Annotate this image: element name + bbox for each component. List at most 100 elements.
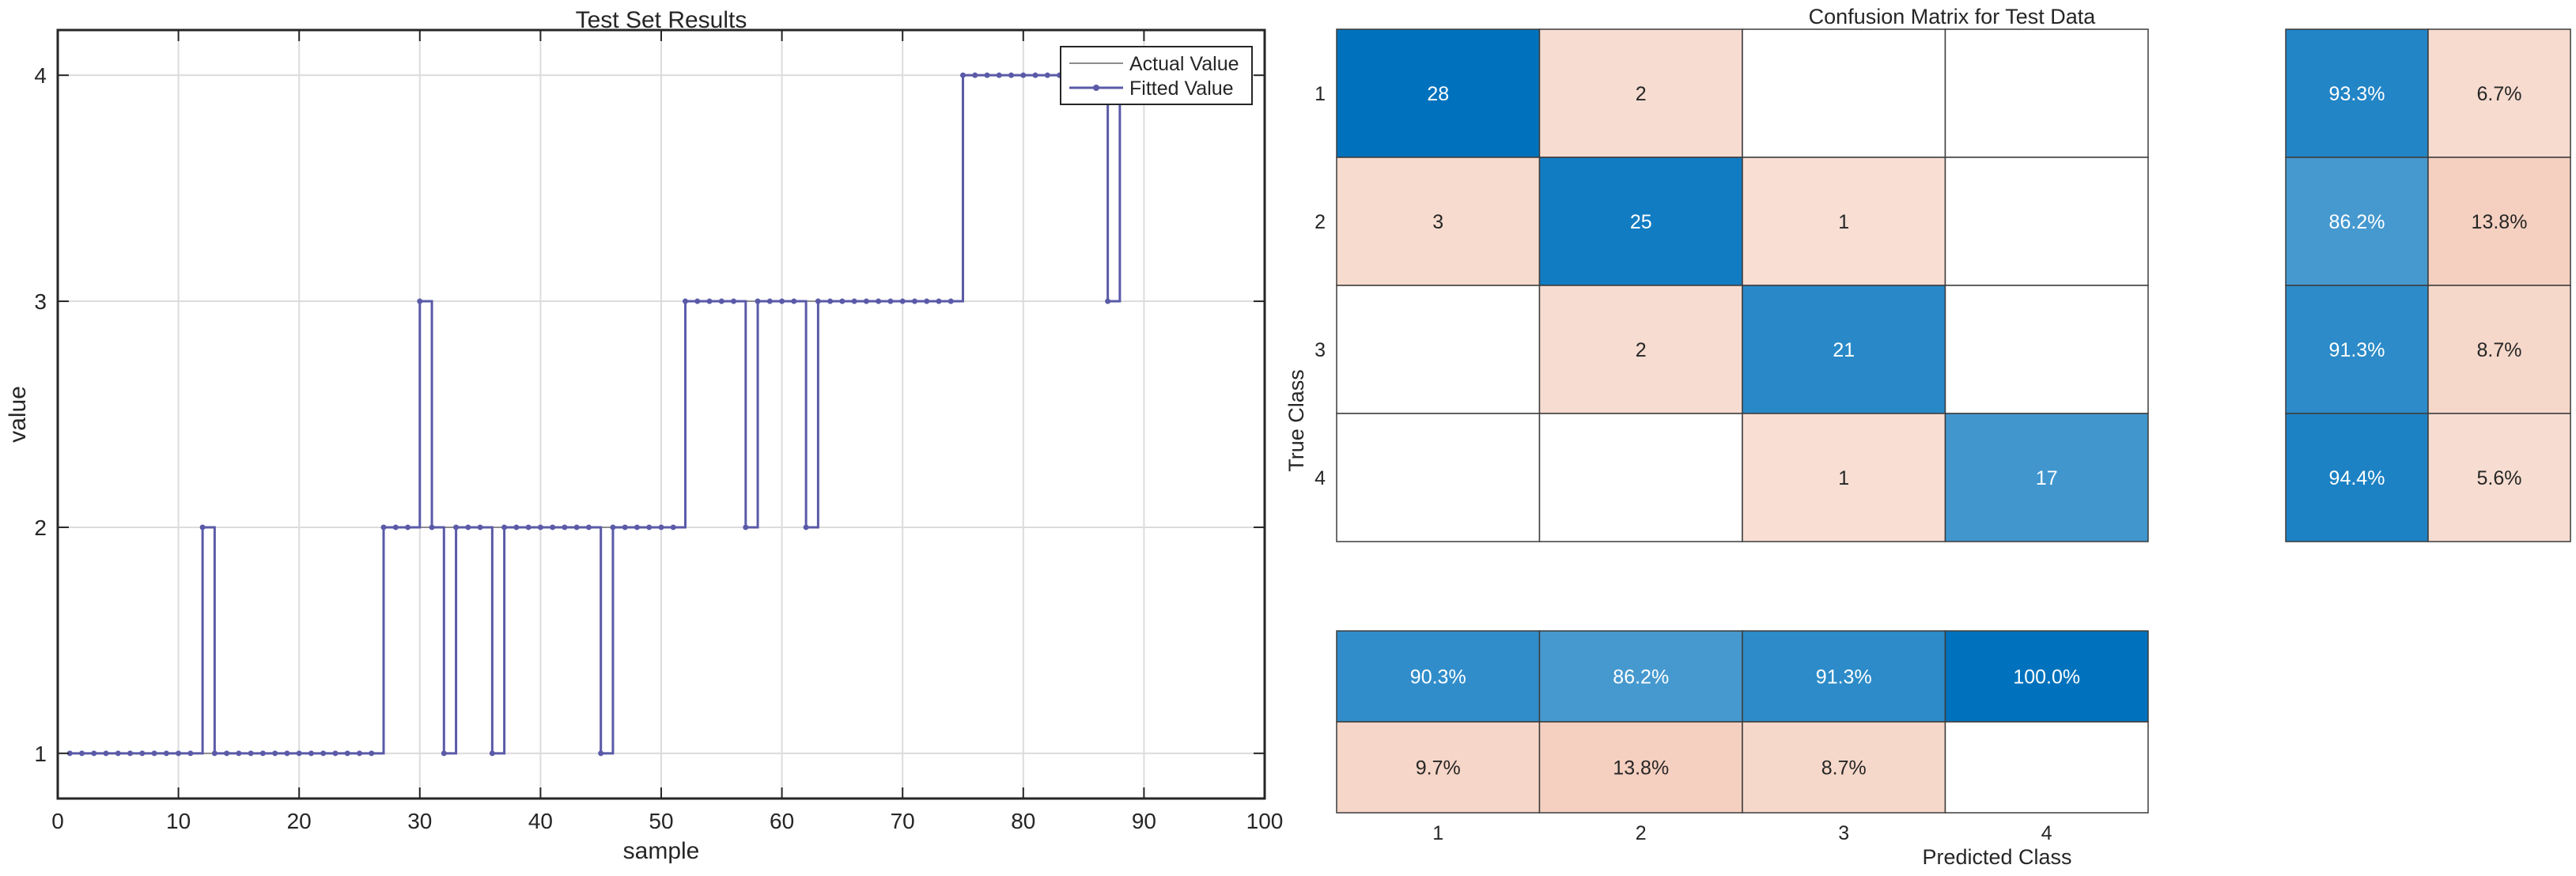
matrix-cell-value: 2 [1636, 83, 1647, 105]
matrix-cell [1742, 28, 1946, 158]
matrix-cell-value: 17 [2036, 467, 2058, 489]
fitted-value-point [357, 750, 362, 757]
line-chart-ticks: 0 10 20 30 40 50 60 70 80 90 100 1 2 3 4 [34, 30, 1283, 833]
confusion-matrix-ticks: 1 1 2 2 3 3 4 4 [1314, 83, 2052, 844]
column-summary-cell [1336, 630, 1541, 723]
fitted-value-point [936, 298, 942, 304]
column-summary-cell [1538, 721, 1743, 814]
matrix-cell [1538, 157, 1743, 286]
fitted-value-point [272, 750, 278, 757]
fitted-value-point [851, 298, 857, 304]
actual-value-line [70, 74, 1168, 754]
column-summary-value: 91.3% [1816, 666, 1872, 689]
fitted-value-point [658, 524, 664, 531]
fitted-value-point [670, 524, 676, 531]
line-chart-xlabel: sample [623, 838, 700, 864]
true-class-tick-label: 2 [1314, 211, 1326, 233]
x-tick-label: 20 [287, 809, 312, 833]
x-tick-label: 10 [166, 809, 191, 833]
fitted-value-point [899, 298, 906, 304]
fitted-value-point [887, 298, 894, 304]
matrix-cell-value: 1 [1838, 211, 1849, 233]
x-tick-label: 60 [770, 809, 794, 833]
y-tick-label: 2 [34, 515, 47, 540]
fitted-value-point [743, 524, 749, 531]
fitted-value-point [573, 524, 580, 531]
fitted-value-point [308, 750, 314, 757]
column-summary: 90.3% 86.2% 91.3% 100.0% 9.7% 13.8% 8.7% [1336, 630, 2149, 814]
predicted-class-tick-label: 1 [1432, 822, 1443, 844]
fitted-value-point [924, 298, 930, 304]
row-summary-cell [2285, 285, 2429, 414]
row-summary-value: 86.2% [2329, 211, 2385, 233]
row-summary-value: 91.3% [2329, 339, 2385, 361]
predicted-class-tick-label: 4 [2041, 822, 2052, 844]
fitted-value-point [296, 750, 302, 757]
row-summary-value: 93.3% [2329, 83, 2385, 105]
fitted-value-point [417, 298, 423, 304]
fitted-value-point [380, 524, 387, 531]
matrix-cell [1742, 157, 1946, 286]
fitted-value-point [103, 750, 109, 757]
row-summary-cell [2427, 413, 2571, 542]
matrix-cell-value: 28 [1427, 83, 1449, 105]
confusion-matrix: Confusion Matrix for Test Data 28 23 25 12 2… [1284, 5, 2571, 869]
line-chart: Test Set Results 0 10 20 30 40 50 60 70 80 90 1001… [5, 7, 1283, 864]
fitted-value-point [477, 524, 483, 531]
fitted-value-point [1020, 72, 1027, 78]
matrix-cell [1538, 285, 1743, 414]
fitted-value-point [755, 298, 761, 304]
fitted-value-point [718, 298, 724, 304]
predicted-class-tick-label: 3 [1838, 822, 1849, 844]
fitted-value-point [176, 750, 182, 757]
fitted-value-point [453, 524, 460, 531]
fitted-value-point [1044, 72, 1050, 78]
fitted-value-line [70, 74, 1168, 755]
fitted-value-point [839, 298, 845, 304]
matrix-cell [1944, 413, 2149, 542]
matrix-cell [1336, 157, 1541, 286]
fitted-value-point [79, 750, 85, 757]
confusion-matrix-cells: 28 2 3 25 1 2 21 1 17 [1336, 28, 2149, 542]
fitted-value-point [779, 298, 785, 304]
column-summary-value: 9.7% [1416, 757, 1461, 780]
line-chart-ylabel: value [5, 386, 31, 443]
fitted-value-point [984, 72, 990, 78]
column-summary-cell [1742, 630, 1946, 723]
fitted-value-point [731, 298, 737, 304]
x-tick-label: 90 [1132, 809, 1156, 833]
column-summary-cell [1944, 721, 2149, 814]
fitted-value-point [465, 524, 471, 531]
fitted-value-point [791, 298, 797, 304]
row-summary-value: 13.8% [2472, 211, 2528, 233]
matrix-cell [1944, 285, 2149, 414]
fitted-value-point [369, 750, 375, 757]
fitted-value-point [392, 524, 399, 531]
fitted-value-point [634, 524, 640, 531]
matrix-cell [1944, 28, 2149, 158]
x-tick-label: 30 [407, 809, 432, 833]
fitted-value-point [622, 524, 628, 531]
fitted-value-point [248, 750, 254, 757]
fitted-value-point [1032, 72, 1038, 78]
fitted-value-point [948, 298, 954, 304]
row-summary-cell [2427, 28, 2571, 158]
fitted-value-point [139, 750, 146, 757]
matrix-cell [1742, 413, 1946, 542]
fitted-value-point [127, 750, 134, 757]
line-chart-grid [57, 30, 1265, 799]
fitted-value-point [803, 524, 809, 531]
fitted-value-point [1105, 298, 1111, 304]
y-tick-label: 3 [34, 289, 47, 314]
x-tick-label: 40 [528, 809, 553, 833]
matrix-cell [1538, 413, 1743, 542]
matrix-cell-value: 2 [1636, 339, 1647, 361]
fitted-value-point [815, 298, 821, 304]
fitted-value-point [224, 750, 230, 757]
row-summary-cell [2285, 28, 2429, 158]
matrix-cell [1336, 28, 1541, 158]
fitted-value-point [876, 298, 882, 304]
true-class-tick-label: 4 [1314, 467, 1326, 489]
fitted-value-point [996, 72, 1002, 78]
